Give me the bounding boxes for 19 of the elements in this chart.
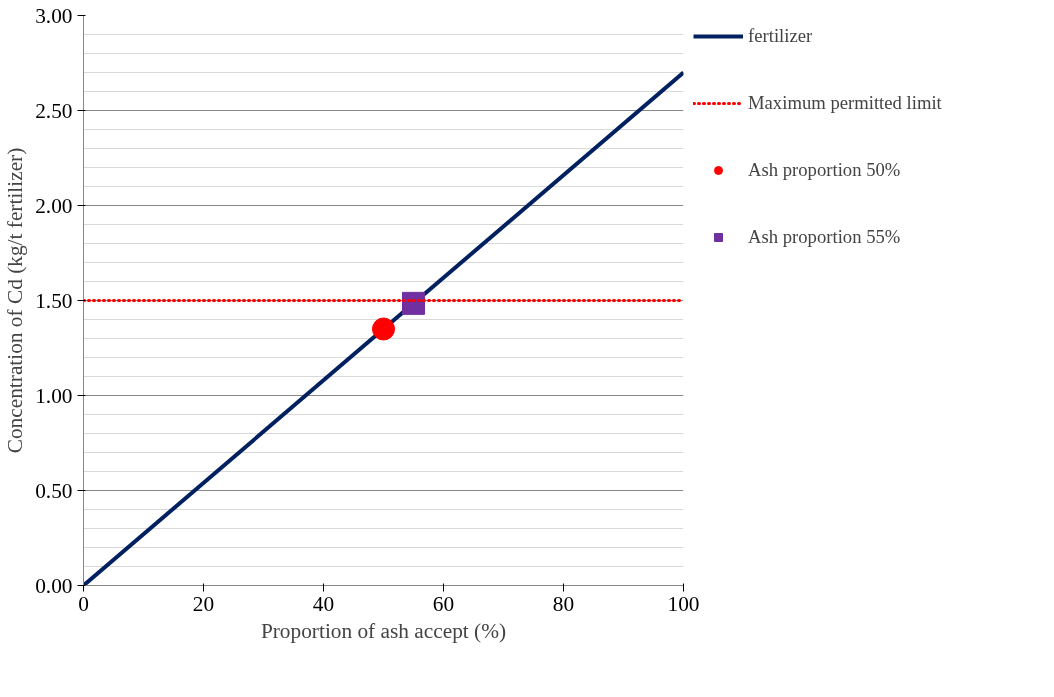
y-tick-label: 3.00	[35, 3, 73, 28]
y-tick-label: 2.00	[35, 193, 73, 218]
x-tick-label: 0	[78, 591, 89, 616]
x-tick-label: 40	[312, 591, 335, 616]
y-tick-label: 2.50	[35, 98, 73, 123]
y-tick-label: 0.00	[35, 573, 73, 598]
y-tick-label: 1.50	[35, 288, 73, 313]
y-tick-label: 0.50	[35, 478, 73, 503]
x-tick-label: 20	[192, 591, 215, 616]
y-axis-title: Concentration of Cd (kg/t fertilizer)	[3, 147, 28, 454]
legend-label: Maximum permitted limit	[748, 92, 942, 114]
legend-label: fertilizer	[748, 25, 813, 47]
x-tick-label: 80	[552, 591, 575, 616]
legend-label: Ash proportion 55%	[748, 226, 901, 248]
y-tick-label: 1.00	[35, 383, 73, 408]
x-axis-title: Proportion of ash accept (%)	[260, 618, 507, 643]
x-tick-label: 100	[667, 591, 700, 616]
x-tick-label: 60	[432, 591, 455, 616]
legend-label: Ash proportion 50%	[748, 159, 901, 181]
